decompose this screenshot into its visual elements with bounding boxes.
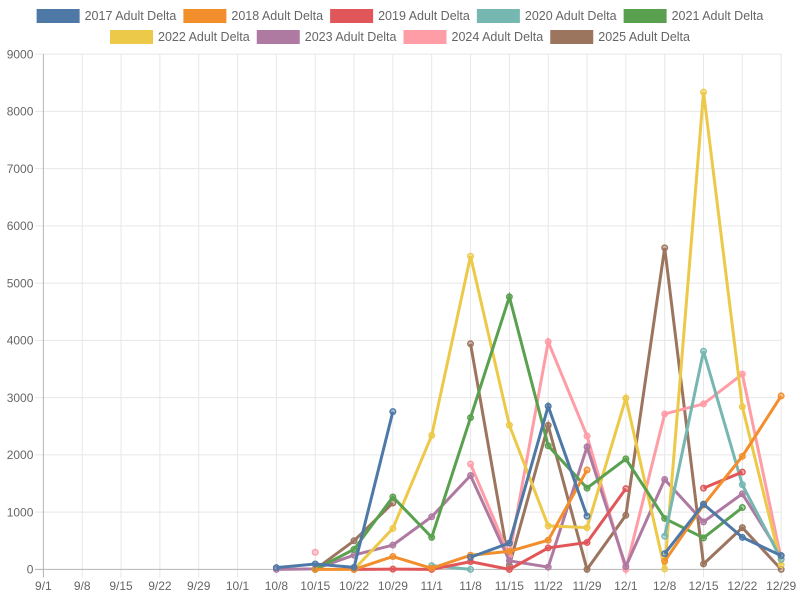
svg-text:2023 Adult Delta: 2023 Adult Delta [305,30,397,44]
svg-text:2020 Adult Delta: 2020 Adult Delta [525,9,617,23]
svg-text:2022 Adult Delta: 2022 Adult Delta [158,30,250,44]
svg-text:5000: 5000 [7,276,34,290]
svg-text:10/22: 10/22 [339,579,369,593]
svg-text:4000: 4000 [7,334,34,348]
svg-text:9/8: 9/8 [74,579,91,593]
svg-text:2017 Adult Delta: 2017 Adult Delta [85,9,177,23]
svg-text:10/29: 10/29 [378,579,408,593]
svg-text:2000: 2000 [7,448,34,462]
svg-text:11/22: 11/22 [534,579,563,593]
svg-text:2019 Adult Delta: 2019 Adult Delta [378,9,470,23]
svg-text:9000: 9000 [7,47,34,61]
svg-text:2024 Adult Delta: 2024 Adult Delta [452,30,544,44]
svg-text:3000: 3000 [7,391,34,405]
svg-text:9/15: 9/15 [109,579,133,593]
svg-text:12/15: 12/15 [688,579,718,593]
svg-text:12/1: 12/1 [614,579,638,593]
svg-text:11/1: 11/1 [420,579,443,593]
svg-text:2025 Adult Delta: 2025 Adult Delta [598,30,690,44]
svg-text:11/29: 11/29 [572,579,601,593]
svg-text:2021 Adult Delta: 2021 Adult Delta [672,9,764,23]
svg-text:1000: 1000 [7,505,34,519]
svg-text:9/29: 9/29 [187,579,211,593]
svg-text:10/1: 10/1 [226,579,250,593]
svg-text:0: 0 [27,563,34,577]
svg-text:9/22: 9/22 [148,579,172,593]
svg-text:11/15: 11/15 [495,579,524,593]
svg-text:12/29: 12/29 [766,579,796,593]
svg-text:9/1: 9/1 [35,579,52,593]
svg-text:11/8: 11/8 [459,579,482,593]
svg-text:12/22: 12/22 [727,579,757,593]
svg-text:10/8: 10/8 [265,579,289,593]
svg-text:8000: 8000 [7,105,34,119]
svg-text:12/8: 12/8 [653,579,677,593]
svg-text:6000: 6000 [7,219,34,233]
svg-text:10/15: 10/15 [300,579,330,593]
svg-text:7000: 7000 [7,162,34,176]
svg-text:2018 Adult Delta: 2018 Adult Delta [231,9,323,23]
